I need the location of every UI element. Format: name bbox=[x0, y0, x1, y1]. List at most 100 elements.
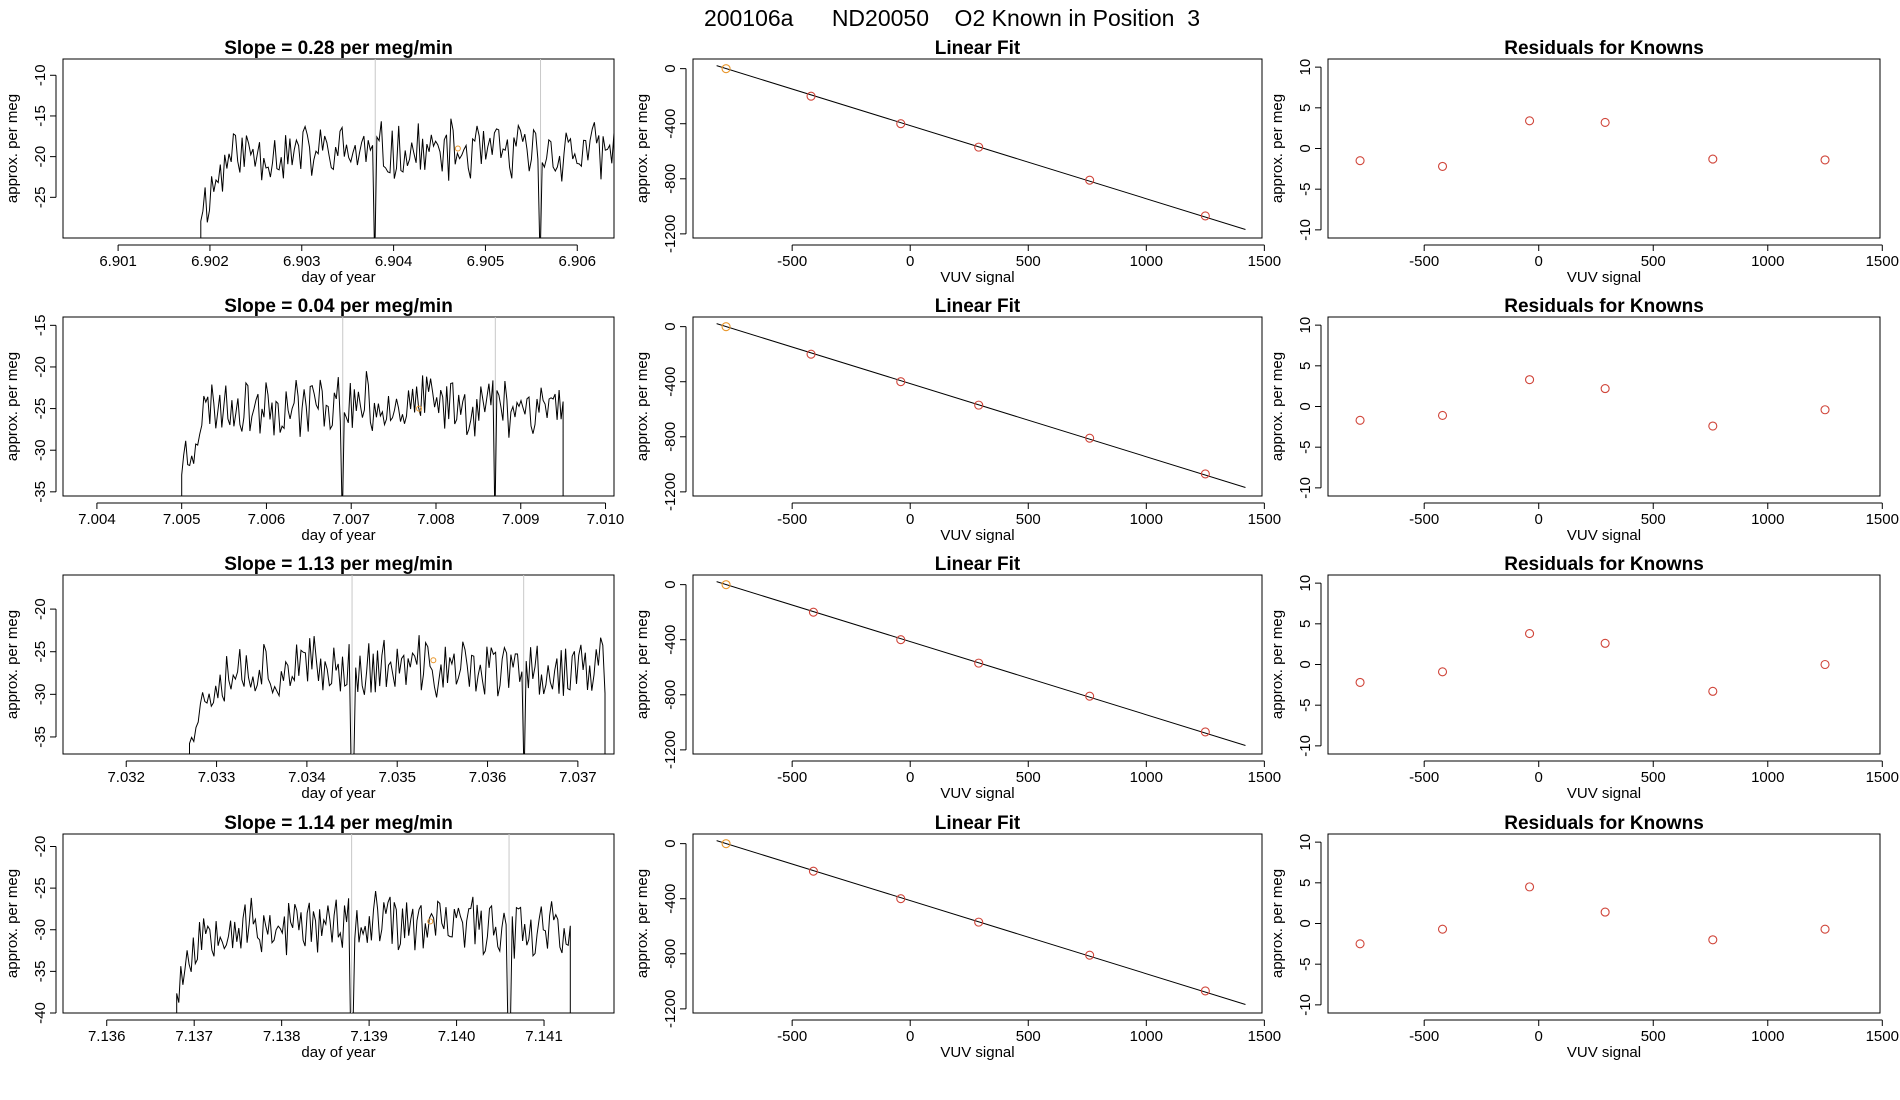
known-point bbox=[1437, 667, 1448, 677]
plot-area bbox=[716, 64, 1246, 230]
x-tick-label: 7.036 bbox=[469, 769, 507, 786]
x-tick-label: 6.904 bbox=[375, 253, 413, 270]
y-axis-label: approx. per meg bbox=[634, 94, 651, 203]
y-tick-label: -5 bbox=[1297, 958, 1314, 971]
known-point bbox=[1525, 882, 1535, 892]
plot-frame bbox=[692, 574, 1263, 755]
y-tick-label: 0 bbox=[662, 322, 679, 330]
x-axis: -500 0 500 1000 1500 bbox=[1409, 502, 1899, 528]
known-point bbox=[1355, 156, 1365, 166]
known-point bbox=[1200, 469, 1210, 479]
signal-trace bbox=[181, 371, 564, 496]
x-tick-label: 7.033 bbox=[198, 769, 236, 786]
known-point bbox=[1437, 410, 1448, 421]
y-tick-label: 10 bbox=[1297, 317, 1314, 334]
y-tick-label: -10 bbox=[1297, 994, 1314, 1016]
panel-title: Residuals for Knowns bbox=[1504, 554, 1704, 575]
panel-title: Residuals for Knowns bbox=[1504, 813, 1704, 834]
known-point bbox=[1525, 375, 1535, 385]
x-axis-label: day of year bbox=[301, 527, 375, 544]
highlight-point bbox=[427, 918, 434, 925]
y-axis-label: approx. per meg bbox=[4, 610, 21, 719]
y-tick-label: -35 bbox=[32, 961, 49, 983]
x-axis: -500 0 500 1000 1500 bbox=[777, 244, 1281, 270]
highlight-point bbox=[430, 657, 437, 664]
x-tick-label: 1500 bbox=[1866, 511, 1899, 528]
known-point bbox=[1708, 686, 1718, 696]
plot-area bbox=[200, 59, 614, 238]
y-tick-label: -25 bbox=[32, 398, 49, 420]
x-tick-label: 0 bbox=[906, 1028, 914, 1045]
y-tick-label: 0 bbox=[662, 64, 679, 72]
linear-fit-panel-2: -500 0 500 1000 1500 VUV signal 0 -400 -800 -1200… bbox=[634, 296, 1281, 544]
known-point bbox=[806, 91, 816, 101]
y-tick-label: -30 bbox=[32, 439, 49, 461]
residuals-panel-3: -500 0 500 1000 1500 VUV signal 10 5 0 -5 -10 appro… bbox=[1269, 554, 1899, 802]
x-tick-label: 1500 bbox=[1866, 253, 1899, 270]
y-axis: 10 5 0 -5 -10 bbox=[1297, 317, 1322, 499]
y-axis: 10 5 0 -5 -10 bbox=[1297, 59, 1322, 241]
y-tick-label: -1200 bbox=[662, 473, 679, 511]
known-point bbox=[1525, 629, 1535, 639]
known-point bbox=[896, 894, 906, 904]
y-tick-label: 10 bbox=[1297, 575, 1314, 592]
x-axis-label: VUV signal bbox=[1567, 1044, 1641, 1061]
x-tick-label: 1000 bbox=[1130, 769, 1163, 786]
x-axis: -500 0 500 1000 1500 bbox=[777, 1019, 1281, 1045]
x-tick-label: 7.006 bbox=[248, 511, 286, 528]
plot-area bbox=[716, 322, 1246, 488]
x-axis: 7.004 7.005 7.006 7.007 7.008 7.009 7.010 bbox=[78, 502, 624, 528]
panels: 6.901 6.902 6.903 6.904 6.905 6.906 day of yea… bbox=[4, 38, 1899, 1061]
panel-title: Slope = 1.14 per meg/min bbox=[224, 813, 453, 834]
signal-trace bbox=[189, 635, 606, 754]
y-tick-label: -20 bbox=[32, 836, 49, 858]
signal-trace bbox=[176, 891, 571, 1013]
known-point bbox=[974, 917, 984, 927]
known-point bbox=[974, 142, 984, 152]
x-axis-label: VUV signal bbox=[940, 527, 1014, 544]
known-point bbox=[896, 119, 906, 129]
plot-frame bbox=[1327, 316, 1881, 497]
x-axis: 6.901 6.902 6.903 6.904 6.905 6.906 bbox=[99, 244, 596, 270]
y-axis: -15 -20 -25 -30 -35 bbox=[32, 314, 57, 503]
y-tick-label: 0 bbox=[1297, 144, 1314, 152]
x-tick-label: -500 bbox=[777, 769, 807, 786]
x-tick-label: 7.035 bbox=[378, 769, 416, 786]
x-tick-label: 1000 bbox=[1130, 1028, 1163, 1045]
x-axis-label: day of year bbox=[301, 785, 375, 802]
y-axis: 0 -400 -800 -1200 bbox=[662, 64, 687, 253]
y-tick-label: -10 bbox=[1297, 219, 1314, 241]
y-tick-label: 5 bbox=[1297, 620, 1314, 628]
y-axis-label: approx. per meg bbox=[1269, 610, 1286, 719]
known-point bbox=[1708, 421, 1718, 431]
y-axis: -10 -15 -20 -25 bbox=[32, 64, 57, 208]
x-tick-label: 1000 bbox=[1751, 1028, 1784, 1045]
x-tick-label: 6.901 bbox=[99, 253, 137, 270]
panel-title: Slope = 1.13 per meg/min bbox=[224, 554, 453, 575]
known-point bbox=[1085, 433, 1095, 443]
y-axis: -20 -25 -30 -35 bbox=[32, 598, 57, 748]
panel-title: Residuals for Knowns bbox=[1504, 296, 1704, 317]
known-point bbox=[808, 607, 818, 617]
plot-frame bbox=[1327, 58, 1881, 239]
x-tick-label: 1000 bbox=[1751, 253, 1784, 270]
known-point bbox=[1200, 211, 1210, 221]
panel-title: Slope = 0.28 per meg/min bbox=[224, 38, 453, 59]
residuals-panel-4: -500 0 500 1000 1500 VUV signal 10 5 0 -5 -10 appro… bbox=[1269, 813, 1899, 1061]
y-tick-label: 0 bbox=[1297, 919, 1314, 927]
y-axis-label: approx. per meg bbox=[4, 352, 21, 461]
plot-frame bbox=[62, 833, 615, 1014]
known-point bbox=[1355, 677, 1365, 687]
highlight-point bbox=[721, 322, 731, 332]
y-axis-label: approx. per meg bbox=[634, 610, 651, 719]
plot-area bbox=[1355, 629, 1830, 696]
y-tick-label: -20 bbox=[32, 356, 49, 378]
plot-frame bbox=[1327, 833, 1881, 1014]
time-series-panel-2: 7.004 7.005 7.006 7.007 7.008 7.009 7.010 day o… bbox=[4, 296, 624, 544]
x-tick-label: 7.008 bbox=[417, 511, 455, 528]
linear-fit-panel-4: -500 0 500 1000 1500 VUV signal 0 -400 -800 -1200… bbox=[634, 813, 1281, 1061]
x-tick-label: 7.139 bbox=[350, 1028, 388, 1045]
y-tick-label: -5 bbox=[1297, 699, 1314, 712]
y-axis-label: approx. per meg bbox=[634, 869, 651, 978]
y-tick-label: 5 bbox=[1297, 879, 1314, 887]
